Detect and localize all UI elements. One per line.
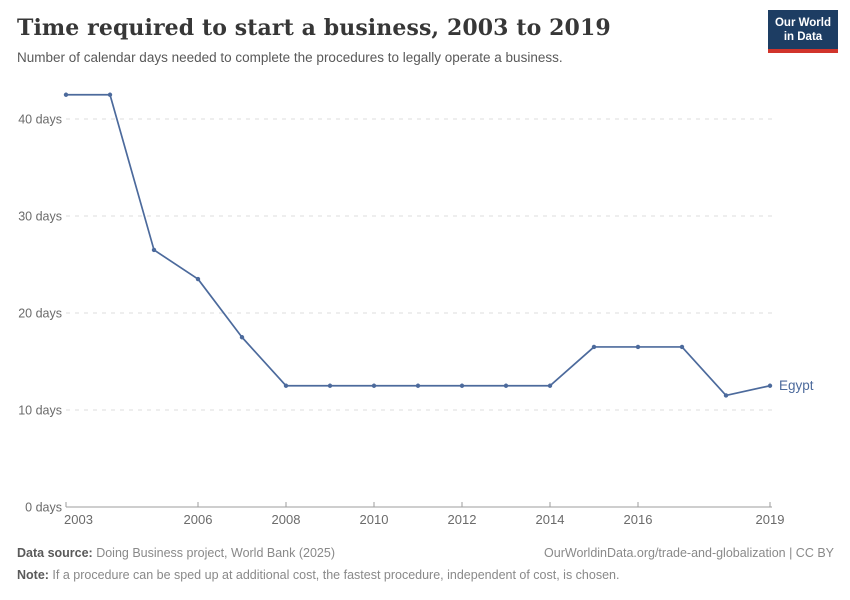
data-point-2007[interactable] — [239, 335, 245, 340]
owid-logo[interactable]: Our World in Data — [768, 10, 838, 53]
data-point-2012[interactable] — [459, 383, 465, 388]
line-chart-plot[interactable]: 0 days 10 days 20 days 30 days 40 days 2003 20… — [0, 80, 850, 540]
data-point-2004[interactable] — [107, 92, 113, 97]
data-point-2019[interactable] — [767, 383, 773, 388]
x-axis-tick-label: 2006 — [184, 512, 213, 527]
x-axis-tick-label: 2003 — [64, 512, 93, 527]
data-point-2008[interactable] — [283, 383, 289, 388]
data-source-label: Data source: — [17, 546, 93, 560]
x-axis-tick-label: 2019 — [756, 512, 785, 527]
y-axis-tick-label: 40 days — [18, 113, 62, 127]
x-axis-tick-label: 2010 — [360, 512, 389, 527]
data-point-2011[interactable] — [415, 383, 421, 388]
series-line-egypt — [65, 93, 771, 397]
data-point-2013[interactable] — [503, 383, 509, 388]
y-axis-tick-label: 20 days — [18, 307, 62, 321]
data-point-2015[interactable] — [591, 344, 597, 350]
x-axis-tick-label: 2016 — [624, 512, 653, 527]
attribution-link[interactable]: OurWorldinData.org/trade-and-globalizati… — [544, 546, 834, 560]
entity-label-egypt[interactable]: Egypt — [779, 378, 814, 393]
data-point-2010[interactable] — [371, 383, 377, 388]
note-label: Note: — [17, 568, 49, 582]
data-point-2009[interactable] — [327, 383, 333, 388]
data-point-2018[interactable] — [723, 393, 729, 398]
y-axis-tick-label: 0 days — [25, 501, 62, 515]
y-axis-tick-label: 10 days — [18, 404, 62, 418]
data-point-2005[interactable] — [151, 247, 157, 253]
x-axis-tick-label: 2012 — [448, 512, 477, 527]
chart-footer: Data source: Doing Business project, Wor… — [17, 545, 834, 583]
chart-title: Time required to start a business, 2003 … — [17, 15, 611, 41]
data-point-2016[interactable] — [635, 344, 641, 350]
data-point-2003[interactable] — [63, 92, 69, 97]
data-point-2014[interactable] — [547, 383, 553, 388]
owid-logo-text-line2: in Data — [783, 31, 823, 43]
note-text: If a procedure can be sped up at additio… — [48, 568, 620, 582]
owid-logo-text-line1: Our World — [774, 17, 831, 29]
data-source-line: Data source: Doing Business project, Wor… — [17, 545, 335, 561]
data-point-2006[interactable] — [195, 276, 201, 282]
data-source-text: Doing Business project, World Bank (2025… — [92, 546, 335, 560]
data-point-2017[interactable] — [679, 344, 685, 350]
x-axis-tick-label: 2008 — [272, 512, 301, 527]
chart-subtitle: Number of calendar days needed to comple… — [17, 50, 563, 65]
x-axis-tick-label: 2014 — [536, 512, 565, 527]
y-axis-tick-label: 30 days — [18, 210, 62, 224]
note-line: Note: If a procedure can be sped up at a… — [17, 568, 619, 582]
chart-header: Time required to start a business, 2003 … — [17, 14, 760, 66]
